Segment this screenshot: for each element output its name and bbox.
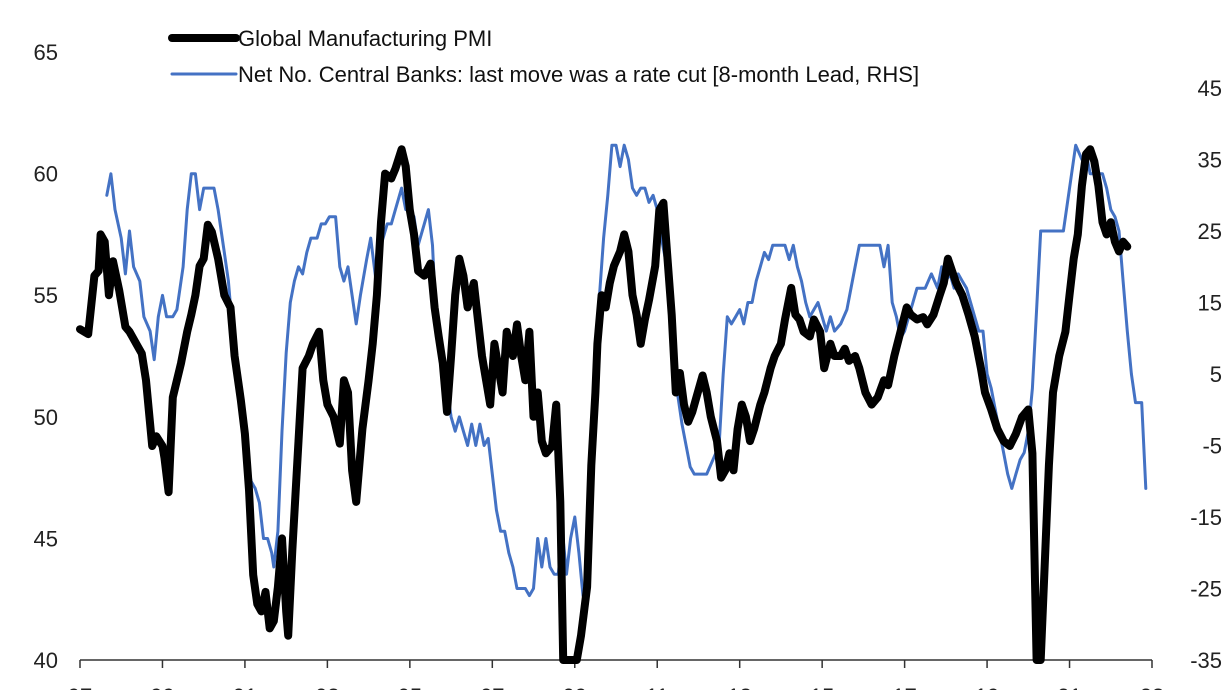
x-tick-label: 11	[646, 684, 669, 690]
y-right-tick-label: -15	[1190, 505, 1222, 530]
y-right-tick-label: 25	[1198, 219, 1222, 244]
x-tick-label: 97	[68, 684, 92, 690]
y-right-tick-label: -25	[1190, 577, 1222, 602]
y-left-tick-label: 65	[34, 40, 58, 65]
x-tick-label: 01	[233, 684, 257, 690]
x-tick-label: 19	[975, 684, 999, 690]
y-right-tick-label: -5	[1202, 434, 1222, 459]
series-line-pmi	[76, 145, 1132, 664]
y-left-tick-label: 40	[34, 648, 58, 673]
y-left-tick-label: 55	[34, 283, 58, 308]
x-tick-label: 07	[480, 684, 504, 690]
axes-layer: 97 99 01 03 05 07 09 11 13 15 17 19 21 23 40 45 50 55 60 65…	[34, 40, 1222, 690]
x-tick-label: 99	[150, 684, 174, 690]
x-tick-label: 23	[1140, 684, 1164, 690]
legend-label: Net No. Central Banks: last move was a r…	[238, 62, 919, 87]
legend: Global Manufacturing PMI Net No. Central …	[168, 26, 919, 87]
series-layer	[76, 143, 1148, 664]
x-tick-label: 17	[892, 684, 916, 690]
legend-label: Global Manufacturing PMI	[238, 26, 492, 51]
y-right-tick-label: -35	[1190, 648, 1222, 673]
y-right-tick-label: 15	[1198, 291, 1222, 316]
x-tick-label: 09	[563, 684, 587, 690]
x-tick-label: 03	[315, 684, 339, 690]
x-tick-label: 13	[727, 684, 751, 690]
y-left-tick-label: 50	[34, 405, 58, 430]
y-right-tick-label: 45	[1198, 76, 1222, 101]
y-right-tick-label: 35	[1198, 148, 1222, 173]
x-tick-label: 05	[398, 684, 422, 690]
y-left-tick-label: 45	[34, 526, 58, 551]
y-right-tick-label: 5	[1210, 362, 1222, 387]
x-tick-label: 15	[810, 684, 834, 690]
y-left-tick-label: 60	[34, 162, 58, 187]
series-line-central-banks	[105, 143, 1148, 598]
x-tick-label: 21	[1057, 684, 1081, 690]
